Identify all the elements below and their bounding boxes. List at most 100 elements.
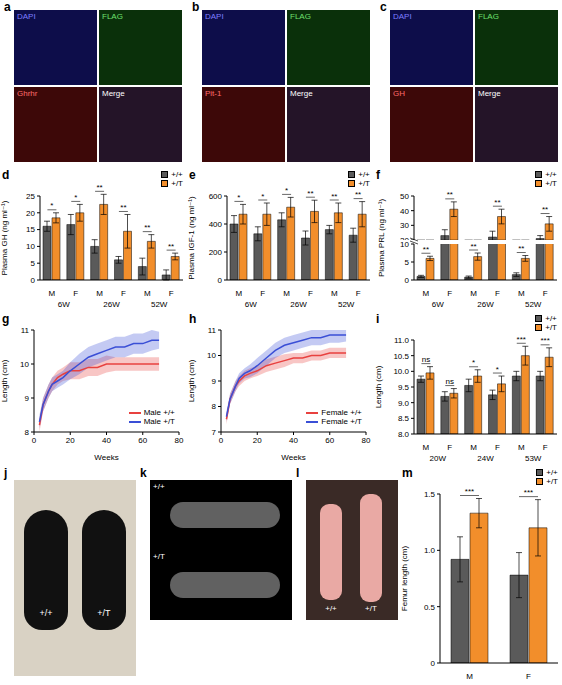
svg-text:15: 15 — [26, 225, 35, 234]
svg-text:80: 80 — [362, 436, 371, 445]
svg-text:10.5: 10.5 — [393, 352, 409, 361]
svg-text:8: 8 — [212, 402, 217, 411]
svg-text:20: 20 — [253, 436, 262, 445]
svg-text:F: F — [308, 289, 313, 298]
svg-text:M: M — [470, 289, 477, 298]
svg-text:**: ** — [518, 244, 524, 253]
svg-text:6W: 6W — [432, 300, 444, 308]
svg-text:5: 5 — [31, 259, 36, 268]
svg-text:M: M — [423, 443, 430, 452]
svg-text:26W: 26W — [103, 300, 120, 308]
svg-text:F: F — [356, 289, 361, 298]
svg-text:***: *** — [465, 487, 474, 496]
svg-text:**: ** — [168, 242, 174, 251]
svg-text:F: F — [447, 443, 452, 452]
svg-text:7: 7 — [212, 428, 217, 437]
svg-text:Length (cm): Length (cm) — [8, 359, 9, 402]
svg-text:80: 80 — [175, 436, 184, 445]
svg-text:8.5: 8.5 — [398, 414, 410, 423]
svg-text:F: F — [73, 289, 78, 298]
svg-text:M: M — [96, 289, 103, 298]
svg-text:0: 0 — [431, 659, 436, 668]
svg-text:M: M — [466, 672, 473, 681]
svg-text:*: * — [261, 192, 264, 201]
svg-text:*: * — [496, 365, 499, 374]
svg-text:F: F — [495, 289, 500, 298]
svg-text:**: ** — [355, 190, 361, 199]
svg-text:6W: 6W — [58, 300, 70, 308]
svg-text:Plasma PRL (ng ml⁻¹): Plasma PRL (ng ml⁻¹) — [377, 199, 386, 278]
svg-text:26W: 26W — [290, 300, 307, 308]
svg-text:M: M — [49, 289, 56, 298]
svg-text:52W: 52W — [338, 300, 355, 308]
svg-text:52W: 52W — [151, 300, 168, 308]
svg-text:10: 10 — [26, 242, 35, 251]
svg-text:M: M — [518, 443, 525, 452]
svg-text:30: 30 — [400, 221, 409, 230]
svg-text:26W: 26W — [477, 300, 494, 308]
svg-text:**: ** — [307, 189, 313, 198]
svg-text:*: * — [50, 201, 53, 210]
svg-text:9: 9 — [212, 377, 217, 386]
svg-text:***: *** — [517, 335, 526, 344]
svg-text:ns: ns — [446, 377, 454, 386]
svg-text:**: ** — [447, 190, 453, 199]
svg-text:52W: 52W — [525, 300, 542, 308]
svg-text:10: 10 — [207, 351, 216, 360]
svg-text:**: ** — [96, 183, 102, 192]
svg-text:200: 200 — [209, 248, 223, 257]
svg-text:**: ** — [494, 198, 500, 207]
svg-text:6W: 6W — [245, 300, 257, 308]
svg-text:ns: ns — [422, 355, 430, 364]
svg-text:M: M — [423, 289, 430, 298]
svg-text:50: 50 — [400, 192, 409, 201]
svg-text:F: F — [121, 289, 126, 298]
svg-text:**: ** — [144, 223, 150, 232]
svg-text:F: F — [526, 672, 531, 681]
svg-text:M: M — [236, 289, 243, 298]
svg-text:Length (cm): Length (cm) — [374, 365, 383, 408]
svg-text:24W: 24W — [477, 454, 494, 462]
svg-text:**: ** — [331, 192, 337, 201]
svg-text:*: * — [74, 193, 77, 202]
svg-text:M: M — [518, 289, 525, 298]
svg-text:53W: 53W — [525, 454, 542, 462]
svg-text:Length (cm): Length (cm) — [187, 359, 196, 402]
svg-text:M: M — [331, 289, 338, 298]
svg-text:20W: 20W — [430, 454, 447, 462]
svg-text:Plasma IGF-1 (ng ml⁻¹): Plasma IGF-1 (ng ml⁻¹) — [187, 196, 196, 280]
svg-text:40: 40 — [102, 436, 111, 445]
svg-text:Weeks: Weeks — [94, 453, 118, 462]
svg-text:8.0: 8.0 — [398, 430, 410, 439]
svg-text:400: 400 — [209, 220, 223, 229]
svg-text:11.0: 11.0 — [394, 336, 410, 345]
svg-text:9: 9 — [25, 394, 30, 403]
svg-text:40: 40 — [400, 207, 409, 216]
svg-text:0: 0 — [219, 436, 224, 445]
svg-text:20: 20 — [66, 436, 75, 445]
svg-text:Femur length (cm): Femur length (cm) — [400, 545, 409, 611]
svg-text:F: F — [169, 289, 174, 298]
svg-text:M: M — [283, 289, 290, 298]
svg-text:8: 8 — [25, 428, 30, 437]
svg-text:*: * — [285, 186, 288, 195]
svg-text:10: 10 — [400, 240, 409, 249]
svg-text:F: F — [260, 289, 265, 298]
svg-text:0: 0 — [31, 276, 36, 285]
svg-text:1.0: 1.0 — [424, 546, 436, 555]
svg-text:**: ** — [470, 242, 476, 251]
svg-text:F: F — [447, 289, 452, 298]
svg-text:10.0: 10.0 — [393, 367, 409, 376]
svg-text:M: M — [470, 443, 477, 452]
svg-text:*: * — [472, 358, 475, 367]
svg-text:0: 0 — [218, 276, 223, 285]
svg-text:F: F — [543, 289, 548, 298]
svg-text:60: 60 — [325, 436, 334, 445]
svg-text:0: 0 — [405, 276, 410, 285]
svg-text:11: 11 — [208, 326, 217, 335]
svg-text:Weeks: Weeks — [281, 453, 305, 462]
svg-text:**: ** — [423, 245, 429, 254]
svg-text:**: ** — [542, 205, 548, 214]
svg-text:10: 10 — [20, 360, 29, 369]
svg-text:M: M — [144, 289, 151, 298]
